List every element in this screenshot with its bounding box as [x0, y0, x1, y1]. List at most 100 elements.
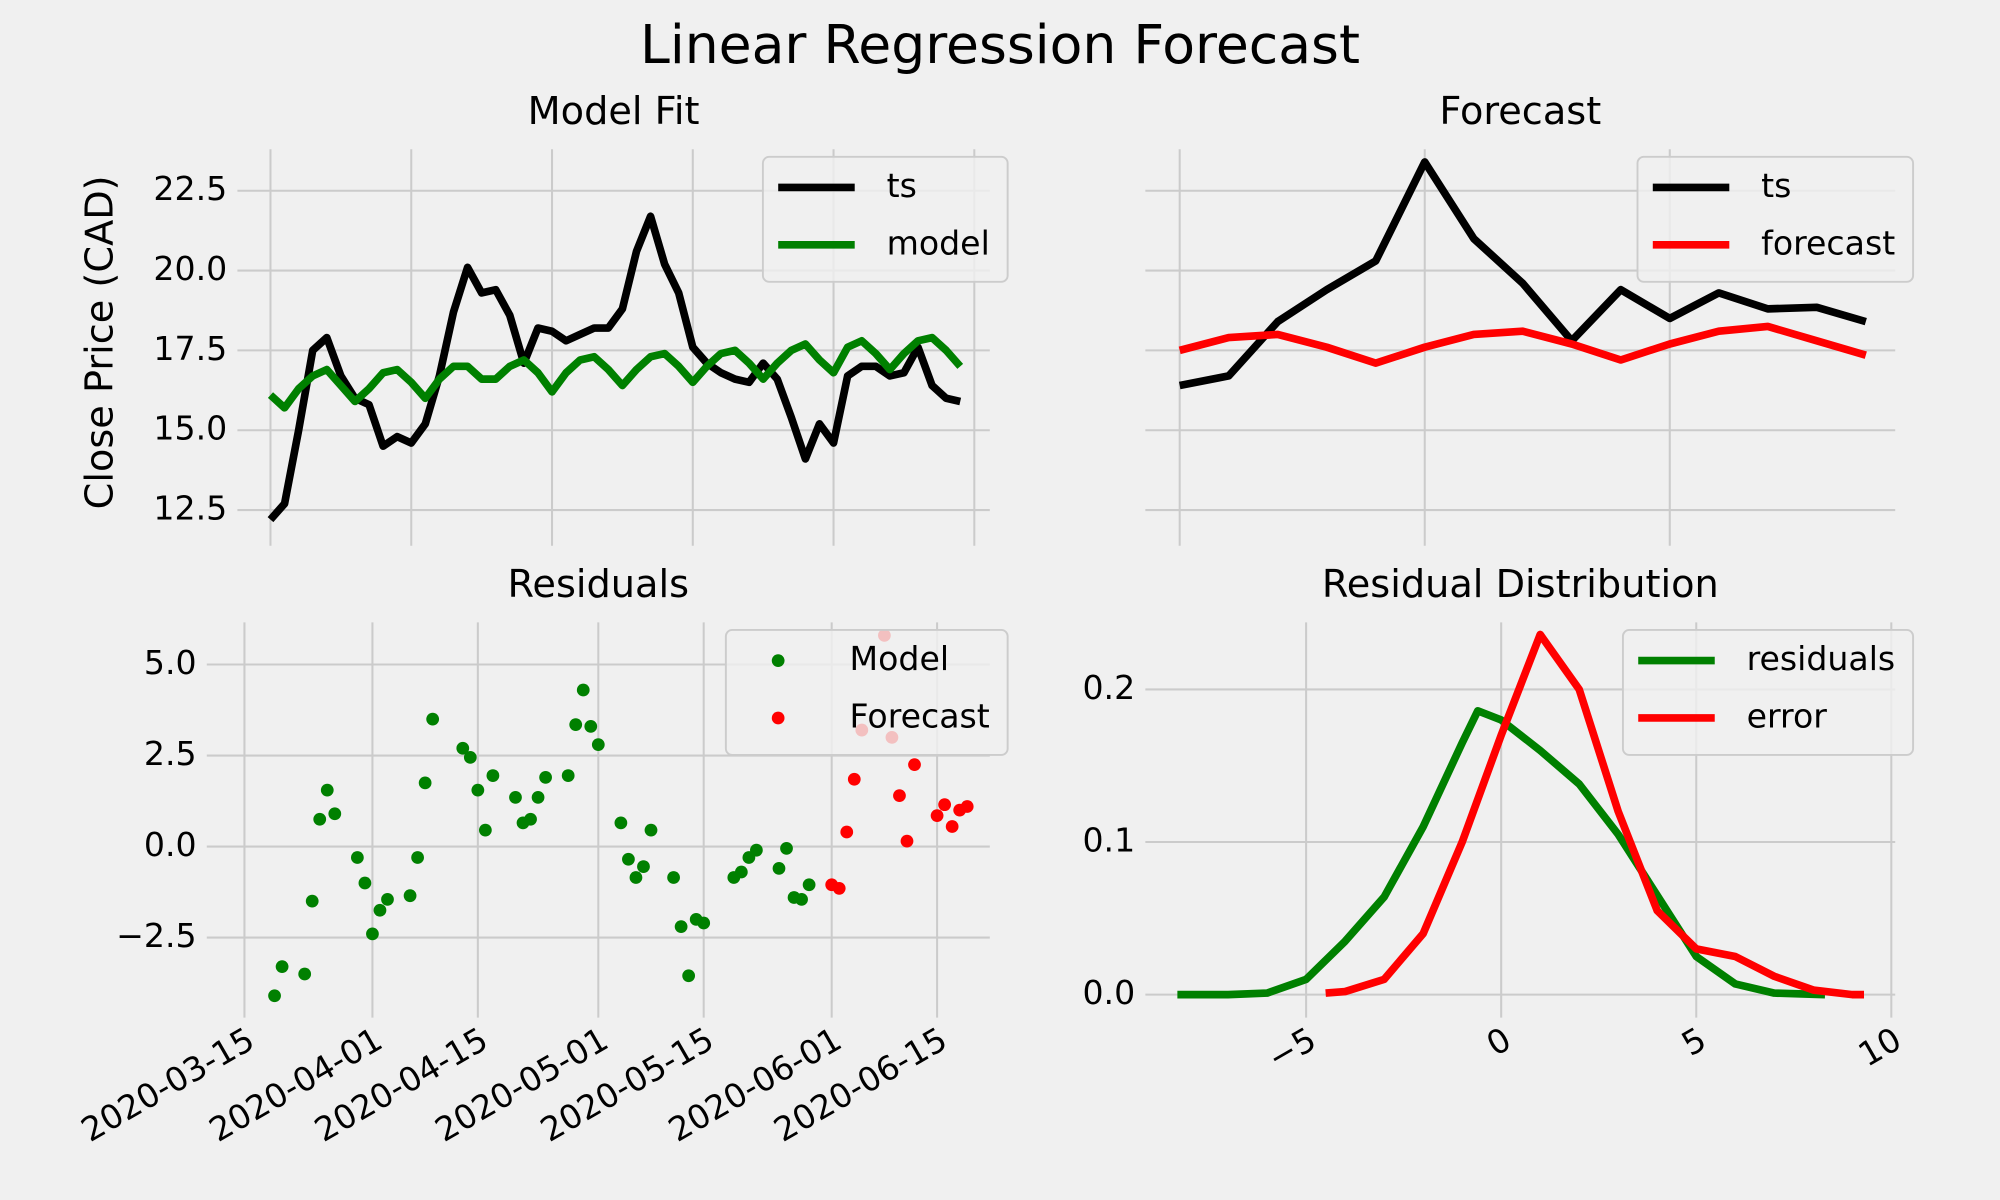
y-tick-label: −2.5	[116, 916, 196, 955]
scatter-point	[366, 927, 379, 941]
scatter-point	[411, 851, 424, 864]
scatter-point	[644, 823, 658, 837]
scatter-point	[697, 916, 711, 930]
legend-box	[761, 155, 1009, 283]
scatter-point	[478, 823, 492, 837]
y-tick-label: 0.0	[1082, 973, 1135, 1012]
scatter-point	[471, 783, 485, 797]
scatter-point	[734, 865, 748, 879]
legend-label: ts	[887, 166, 917, 205]
scatter-point	[456, 741, 470, 755]
legend-label: Forecast	[850, 696, 990, 735]
scatter-point	[351, 851, 364, 864]
series-line	[267, 333, 964, 412]
scatter-point	[893, 789, 906, 802]
scatter-point	[561, 769, 575, 782]
scatter-point	[629, 871, 643, 884]
legend: ts model	[761, 155, 1009, 283]
scatter-point	[780, 841, 793, 855]
scatter-point	[275, 960, 289, 974]
legend-label: error	[1747, 696, 1828, 735]
scatter-point	[900, 834, 914, 848]
scatter-point	[622, 852, 635, 866]
scatter-point	[381, 892, 394, 906]
panel-title: Residual Distribution	[1322, 562, 1719, 607]
panel-title: Residuals	[508, 562, 689, 607]
series-line	[1178, 322, 1867, 367]
panel: Model Fit Close Price (CAD) 12.5 15.0 17.5 20…	[78, 89, 1009, 546]
scatter-point	[576, 683, 590, 697]
scatter-point	[847, 772, 861, 786]
scatter-point	[569, 718, 583, 731]
scatter-point	[960, 800, 974, 813]
y-tick-label: 2.5	[144, 734, 197, 773]
scatter-point	[268, 989, 281, 1003]
scatter-point	[328, 807, 342, 821]
series-line	[1178, 158, 1867, 390]
scatter-point	[584, 720, 598, 733]
panel: Forecast ts forecast	[1145, 89, 1915, 546]
y-tick-label: 22.5	[153, 169, 227, 208]
y-tick-label: 12.5	[153, 489, 227, 528]
y-axis-label: Close Price (CAD)	[78, 175, 123, 509]
panel-title: Model Fit	[528, 89, 700, 134]
scatter-point	[930, 809, 944, 822]
series-line	[1325, 630, 1865, 999]
scatter-point	[463, 750, 477, 764]
scatter-point	[539, 771, 552, 784]
panel-title: Forecast	[1439, 89, 1601, 134]
scatter-point	[509, 791, 522, 804]
legend-label: Model	[850, 639, 950, 678]
y-tick-label: 5.0	[144, 643, 197, 682]
scatter-point	[313, 812, 327, 826]
scatter-point	[524, 812, 537, 826]
scatter-point	[802, 878, 816, 892]
scatter-point	[637, 860, 650, 873]
legend-marker	[771, 654, 785, 667]
scatter-point	[418, 776, 432, 790]
scatter-point	[945, 820, 959, 833]
legend-label: forecast	[1761, 223, 1895, 262]
scatter-point	[614, 816, 628, 830]
y-tick-label: 0.0	[144, 825, 197, 864]
legend: Model Forecast	[724, 629, 1009, 756]
scatter-point	[426, 712, 440, 726]
y-tick-label: 0.2	[1082, 668, 1135, 707]
scatter-point	[750, 843, 763, 857]
series-line	[1177, 706, 1826, 999]
scatter-point	[486, 769, 500, 782]
y-tick-label: 17.5	[153, 329, 227, 368]
scatter-point	[772, 862, 786, 875]
legend-label: ts	[1761, 166, 1791, 205]
scatter-point	[403, 889, 417, 903]
scatter-point	[358, 876, 372, 890]
y-tick-label: 15.0	[153, 409, 227, 448]
scatter-point	[320, 783, 334, 797]
scatter-point	[298, 967, 312, 981]
scatter-point	[832, 882, 846, 895]
series-line	[267, 212, 962, 523]
scatter-point	[305, 894, 319, 908]
scatter-point	[682, 969, 696, 983]
scatter-point	[908, 758, 921, 772]
scatter-point	[938, 798, 952, 812]
legend-box	[724, 629, 1009, 756]
scatter-point	[373, 903, 387, 917]
scatter-point	[591, 738, 605, 752]
legend-label: model	[887, 223, 990, 262]
scatter-point	[667, 871, 680, 884]
scatter-point	[840, 825, 854, 839]
y-tick-label: 20.0	[153, 249, 227, 288]
legend-label: residuals	[1747, 639, 1896, 678]
legend-marker	[771, 711, 785, 725]
y-tick-label: 0.1	[1082, 821, 1135, 860]
legend: ts forecast	[1636, 155, 1915, 283]
scatter-point	[531, 791, 545, 804]
scatter-point	[795, 892, 808, 906]
figure-title: Linear Regression Forecast	[640, 13, 1360, 76]
scatter-point	[674, 920, 688, 934]
legend: residuals error	[1621, 629, 1915, 756]
